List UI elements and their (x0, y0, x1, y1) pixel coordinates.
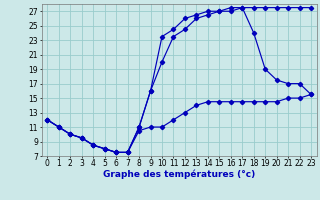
X-axis label: Graphe des températures (°c): Graphe des températures (°c) (103, 170, 255, 179)
